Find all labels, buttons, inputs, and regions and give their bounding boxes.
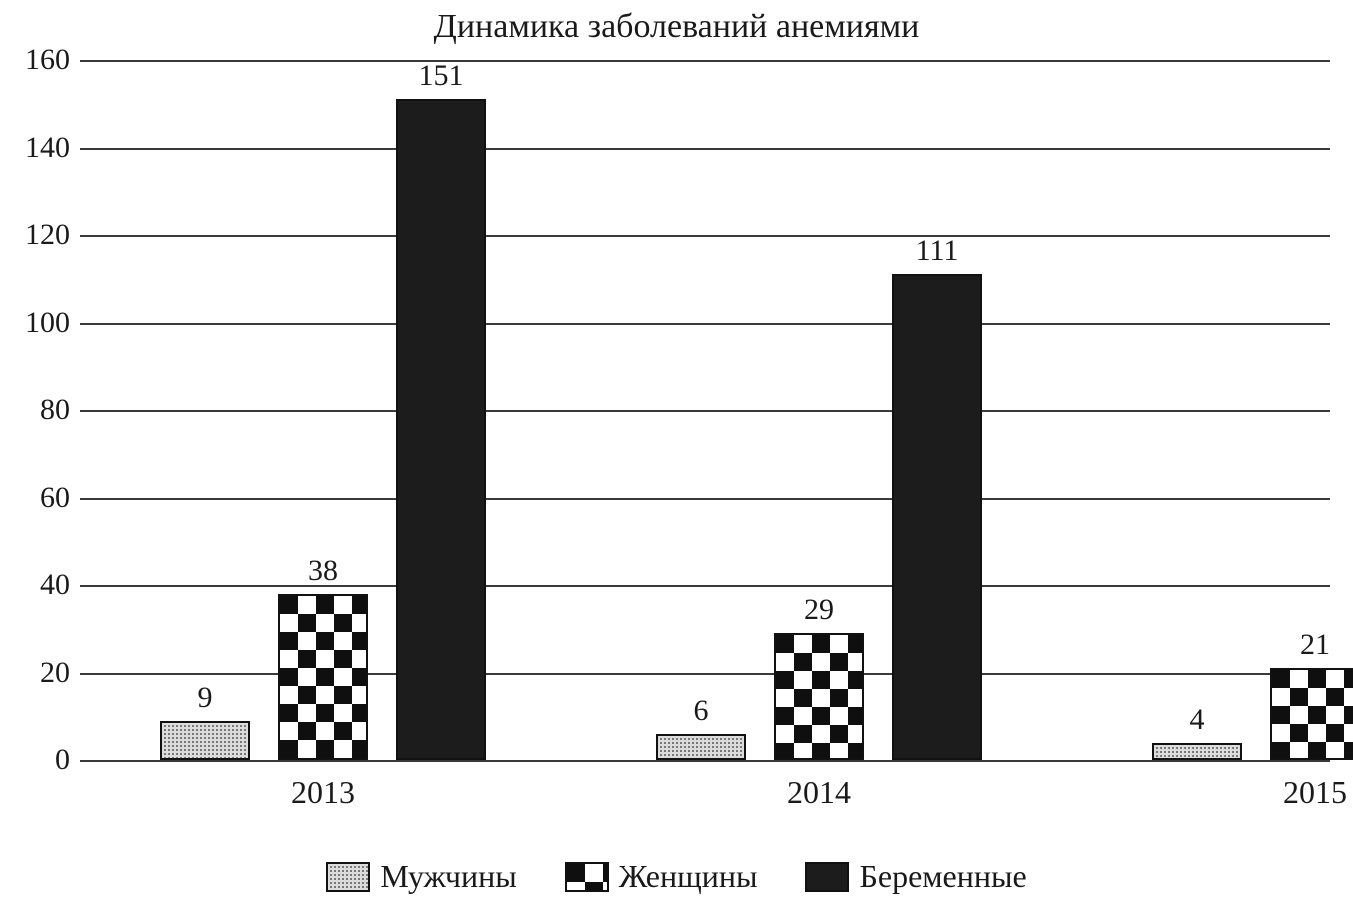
gridline xyxy=(80,410,1330,412)
gridline xyxy=(80,585,1330,587)
xtick-label: 2015 xyxy=(1283,774,1347,811)
xtick-label: 2014 xyxy=(787,774,851,811)
gridline xyxy=(80,60,1330,62)
legend-label: Мужчины xyxy=(380,858,516,895)
bar-value-label: 4 xyxy=(1154,703,1240,737)
ytick-label: 100 xyxy=(25,306,70,340)
bar: 111 xyxy=(892,274,982,760)
ytick-label: 40 xyxy=(40,568,70,602)
legend-item: Мужчины xyxy=(326,858,516,895)
ytick-label: 80 xyxy=(40,393,70,427)
bar-value-label: 6 xyxy=(658,694,744,728)
legend-label: Женщины xyxy=(619,858,758,895)
bar: 9 xyxy=(160,721,250,760)
plot-area: 0204060801001201401609381512013629111201… xyxy=(80,60,1330,760)
ytick-label: 0 xyxy=(55,743,70,777)
gridline xyxy=(80,673,1330,675)
chart-container: Динамика заболеваний анемиями 0 20 40 60 80 1… xyxy=(0,0,1353,921)
legend-swatch xyxy=(326,862,370,892)
gridline xyxy=(80,323,1330,325)
legend-item: Женщины xyxy=(565,858,758,895)
legend-item: Беременные xyxy=(805,858,1026,895)
ytick-label: 60 xyxy=(40,481,70,515)
bar: 29 xyxy=(774,633,864,760)
legend: Мужчины Женщины Беременные xyxy=(0,858,1353,895)
bar: 4 xyxy=(1152,743,1242,761)
legend-label: Беременные xyxy=(859,858,1026,895)
gridline xyxy=(80,498,1330,500)
bar: 38 xyxy=(278,594,368,760)
bar-value-label: 21 xyxy=(1272,628,1353,662)
ytick-label: 20 xyxy=(40,656,70,690)
ytick-label: 120 xyxy=(25,218,70,252)
bar: 151 xyxy=(396,99,486,760)
legend-swatch xyxy=(565,862,609,892)
bar: 21 xyxy=(1270,668,1353,760)
gridline xyxy=(80,760,1330,762)
ytick-label: 140 xyxy=(25,131,70,165)
bar-value-label: 9 xyxy=(162,681,248,715)
bar-value-label: 38 xyxy=(280,554,366,588)
bar-value-label: 151 xyxy=(398,59,484,93)
ytick-label: 160 xyxy=(25,43,70,77)
xtick-label: 2013 xyxy=(291,774,355,811)
bar-value-label: 29 xyxy=(776,593,862,627)
bar-value-label: 111 xyxy=(894,234,980,268)
bar: 6 xyxy=(656,734,746,760)
legend-swatch xyxy=(805,862,849,892)
gridline xyxy=(80,235,1330,237)
chart-title: Динамика заболеваний анемиями xyxy=(0,8,1353,46)
gridline xyxy=(80,148,1330,150)
